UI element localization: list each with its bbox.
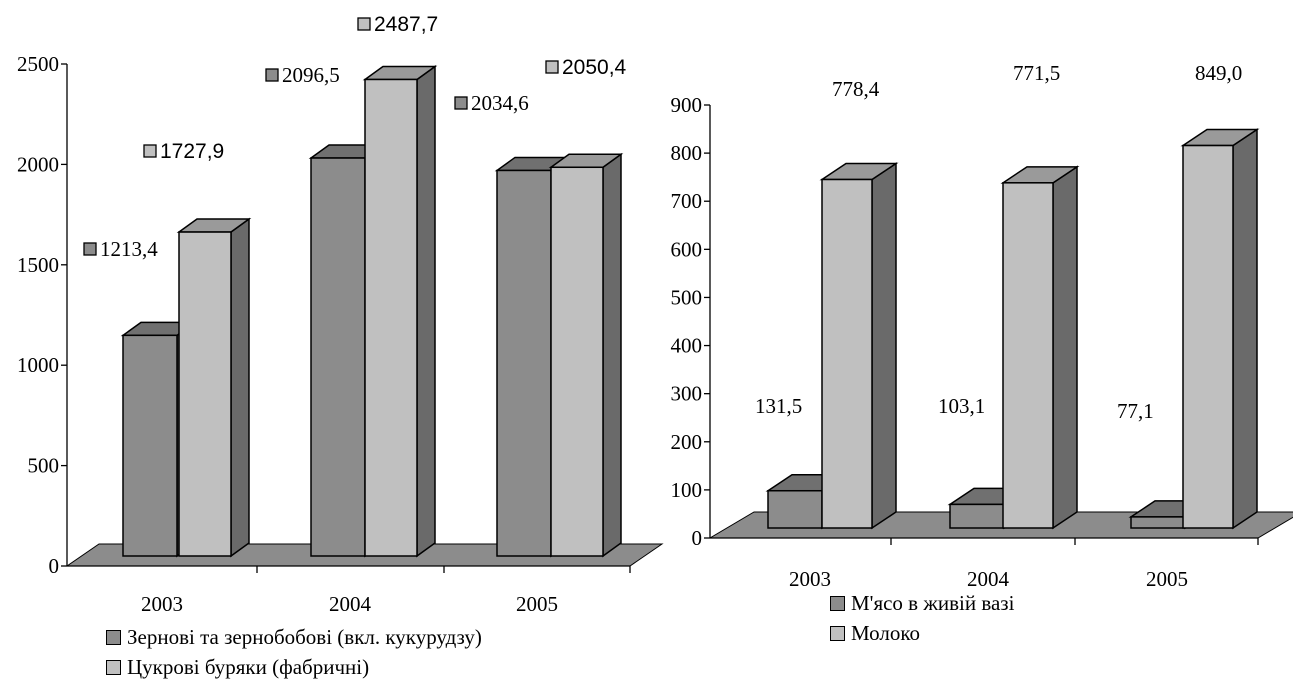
legend-swatch-meat [830,595,845,611]
data-label: 2096,5 [282,63,340,87]
data-label: 849,0 [1195,61,1242,85]
y-tick-label: 400 [671,334,703,358]
y-tick-label: 2000 [17,152,59,176]
data-label: 131,5 [755,394,802,418]
y-tick-label: 900 [671,93,703,117]
bar [1130,516,1186,529]
right-chart: 0 100 200 300 400 500 600 700 800 900 2003 2004 2005… [671,61,1293,591]
data-label: 77,1 [1117,399,1154,423]
y-tick-label: 0 [692,526,703,550]
x-tick-label: 2005 [1146,567,1188,591]
data-label: 1213,4 [100,237,158,261]
y-tick-label: 0 [49,554,60,578]
bar [949,503,1005,529]
data-label-marker [143,144,157,158]
legend-swatch-grain [106,629,121,645]
bar-side [871,162,897,530]
legend-item-sugar-beet: Цукрові буряки (фабричні) [106,652,482,682]
legend-swatch-milk [830,625,845,641]
x-tick-label: 2004 [967,567,1010,591]
left-chart: 0 500 1000 1500 2000 2500 2003 2004 2005 1213,4 17… [17,13,664,616]
y-tick-label: 200 [671,430,703,454]
left-legend: Зернові та зернобобові (вкл. кукурудзу) … [106,622,482,682]
bar [178,231,232,557]
bar [1002,182,1054,529]
legend-label-milk: Молоко [851,620,920,645]
data-label: 771,5 [1013,61,1060,85]
y-tick-label: 2500 [17,52,59,76]
bar [496,169,552,557]
legend-item-meat: М'ясо в живій вазі [830,588,1014,618]
y-tick-label: 1500 [17,253,59,277]
bar [364,78,418,557]
right-legend: М'ясо в живій вазі Молоко [830,588,1014,648]
data-label-marker [454,96,468,110]
data-label: 1727,9 [160,140,224,163]
y-tick-label: 700 [671,189,703,213]
data-label: 2034,6 [471,91,529,115]
data-label-marker [83,242,97,256]
x-tick-label: 2003 [789,567,831,591]
x-tick-label: 2005 [516,592,558,616]
data-label-marker [265,68,279,82]
y-tick-label: 100 [671,478,703,502]
y-tick-label: 800 [671,141,703,165]
y-tick-label: 1000 [17,353,59,377]
bar-side [1232,128,1258,530]
bar-side [1052,165,1078,530]
legend-label-grain: Зернові та зернобобові (вкл. кукурудзу) [127,624,482,649]
data-label: 778,4 [832,77,880,101]
bar-side [230,217,250,558]
data-label: 2487,7 [374,13,438,36]
bar [767,489,823,529]
bar-side [602,152,622,558]
y-tick-label: 500 [28,454,60,478]
bar [1182,144,1234,529]
legend-label-meat: М'ясо в живій вазі [851,590,1015,615]
bar [310,157,366,557]
data-label: 2050,4 [562,56,627,79]
y-tick-label: 600 [671,237,703,261]
y-tick-label: 500 [671,285,703,309]
legend-swatch-sugar-beet [106,659,121,675]
x-tick-label: 2004 [329,592,372,616]
legend-item-milk: Молоко [830,618,1014,648]
y-tick-label: 300 [671,382,703,406]
bar [550,166,604,557]
data-label: 103,1 [938,394,985,418]
data-label-marker [357,17,371,31]
bar-side [416,65,436,558]
x-tick-label: 2003 [141,592,183,616]
bar [122,334,178,557]
legend-item-grain: Зернові та зернобобові (вкл. кукурудзу) [106,622,482,652]
data-label-marker [545,60,559,74]
bar [821,178,873,529]
legend-label-sugar-beet: Цукрові буряки (фабричні) [127,654,370,679]
